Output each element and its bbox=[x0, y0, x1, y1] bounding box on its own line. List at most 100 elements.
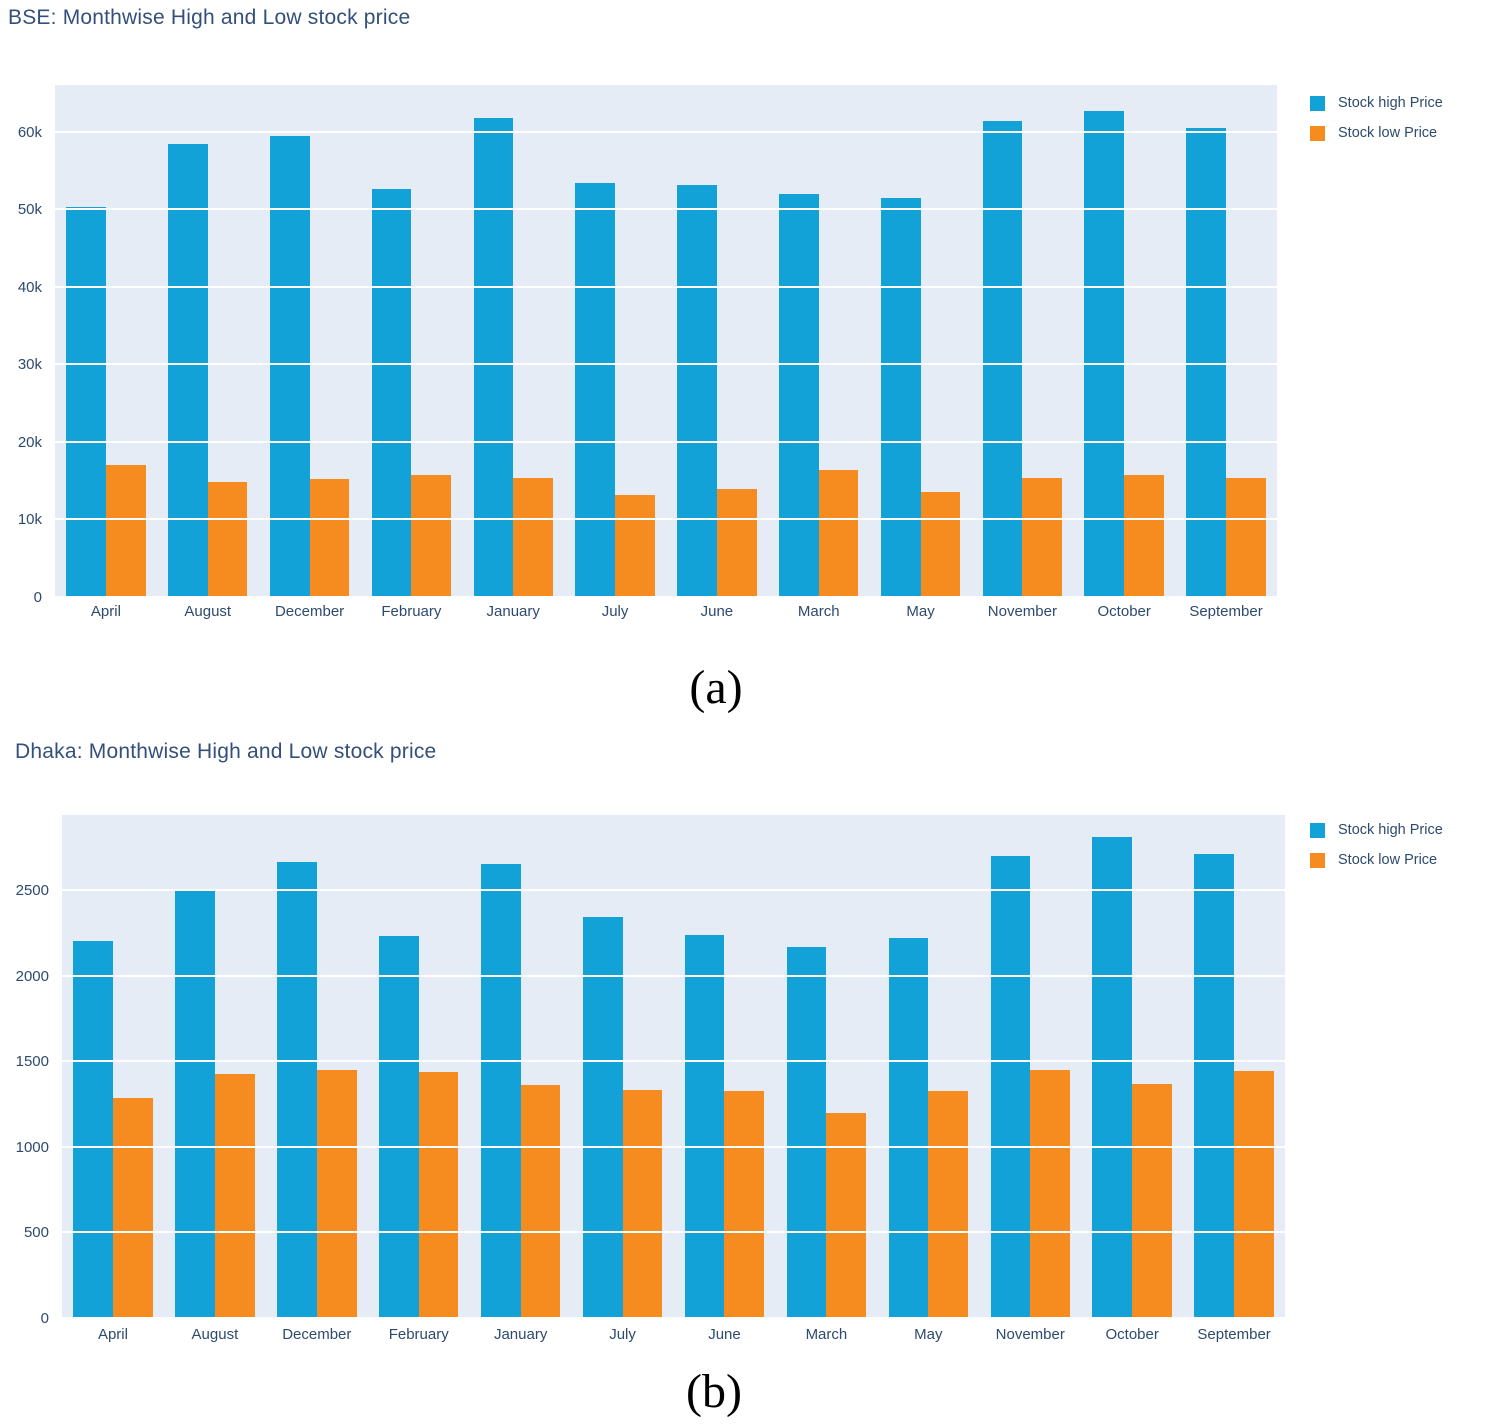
gridline-0 bbox=[55, 596, 1277, 598]
bar-high-april bbox=[66, 206, 106, 597]
bar-low-september bbox=[1234, 1070, 1274, 1318]
bar-group-june bbox=[666, 85, 768, 597]
bar-group-april bbox=[62, 815, 164, 1318]
bar-high-july bbox=[582, 916, 623, 1318]
x-tick-label-august: August bbox=[184, 603, 232, 620]
y-tick-label-10k: 10k bbox=[17, 511, 42, 529]
x-tick-label-january: January bbox=[493, 1326, 548, 1343]
bar-low-january bbox=[520, 1085, 561, 1318]
bar-high-march bbox=[779, 194, 819, 597]
x-tick-label-april: April bbox=[90, 603, 121, 620]
y-tick-label-1000: 1000 bbox=[15, 1138, 49, 1156]
bar-high-june bbox=[677, 185, 717, 597]
gridline-40k bbox=[55, 285, 1277, 288]
bar-group-september bbox=[1183, 815, 1285, 1318]
bar-high-august bbox=[168, 143, 208, 597]
bar-low-july bbox=[622, 1089, 663, 1318]
bar-high-february bbox=[378, 936, 419, 1318]
x-tick-label-february: February bbox=[388, 1326, 449, 1343]
bar-low-march bbox=[818, 469, 859, 597]
chart-a-x-axis: April August December February January July Ju… bbox=[55, 603, 1277, 620]
x-tick-label-march: March bbox=[797, 603, 840, 620]
legend-swatch-square-low-icon bbox=[1310, 125, 1325, 141]
chart-b-title: Dhaka: Monthwise High and Low stock pric… bbox=[15, 740, 437, 763]
x-tick-label-june: June bbox=[700, 603, 734, 620]
y-tick-label-50k: 50k bbox=[17, 201, 42, 219]
bar-high-march bbox=[786, 946, 827, 1318]
bar-group-july bbox=[572, 815, 674, 1318]
bar-low-june bbox=[724, 1091, 765, 1318]
legend-item-low: Stock low Price bbox=[1310, 125, 1503, 141]
gridline-10k bbox=[55, 518, 1277, 521]
x-tick-label-october: October bbox=[1105, 1326, 1159, 1343]
y-tick-label-0: 0 bbox=[33, 589, 42, 606]
x-tick-label-december: December bbox=[282, 1326, 352, 1343]
bar-group-january bbox=[470, 815, 572, 1318]
x-tick-label-february: February bbox=[381, 603, 442, 620]
bar-low-february bbox=[418, 1071, 459, 1318]
bar-high-january bbox=[480, 863, 521, 1318]
gridline-1500 bbox=[62, 1060, 1285, 1063]
x-tick-label-may: May bbox=[906, 603, 935, 620]
bar-high-february bbox=[371, 188, 412, 597]
y-tick-label-20k: 20k bbox=[17, 433, 42, 451]
subfigure-caption-a: (a) bbox=[689, 661, 743, 714]
gridline-1000 bbox=[62, 1145, 1285, 1148]
bar-low-november bbox=[1022, 478, 1063, 597]
bar-high-november bbox=[982, 121, 1023, 597]
bar-group-november bbox=[971, 85, 1073, 597]
x-tick-label-september: September bbox=[1189, 603, 1263, 620]
legend-item-high: Stock high Price bbox=[1310, 822, 1503, 838]
bar-group-august bbox=[157, 85, 259, 597]
y-tick-label-0: 0 bbox=[40, 1310, 49, 1327]
y-tick-label-30k: 30k bbox=[17, 356, 42, 374]
bar-low-april bbox=[112, 1098, 153, 1318]
chart-a-title: BSE: Monthwise High and Low stock price bbox=[8, 6, 411, 29]
x-tick-label-september: September bbox=[1197, 1326, 1271, 1343]
x-tick-label-january: January bbox=[486, 603, 540, 620]
bar-high-april bbox=[73, 940, 113, 1318]
bar-low-may bbox=[920, 492, 961, 597]
bar-group-june bbox=[674, 815, 776, 1318]
chart-b-plot-area bbox=[62, 815, 1285, 1319]
bar-group-february bbox=[368, 815, 470, 1318]
chart-b-legend: Stock high Price Stock low Price bbox=[1310, 822, 1503, 882]
bar-low-september bbox=[1226, 478, 1266, 597]
chart-a-plot-area bbox=[55, 85, 1277, 598]
bar-group-december bbox=[266, 815, 368, 1318]
x-tick-label-march: March bbox=[805, 1326, 848, 1343]
subfigure-caption-b: (b) bbox=[686, 1365, 742, 1418]
y-tick-label-60k: 60k bbox=[17, 123, 42, 141]
gridline-2000 bbox=[62, 974, 1285, 977]
bar-high-july bbox=[575, 182, 616, 597]
y-tick-label-2500: 2500 bbox=[15, 882, 49, 900]
x-tick-label-june: June bbox=[708, 1326, 741, 1343]
gridline-50k bbox=[55, 208, 1277, 211]
y-tick-label-1500: 1500 bbox=[15, 1053, 49, 1071]
chart-a-legend: Stock high Price Stock low Price bbox=[1310, 95, 1503, 155]
bar-high-november bbox=[990, 856, 1031, 1318]
bar-low-november bbox=[1030, 1069, 1070, 1318]
chart-a-y-axis: 0 10k 20k 30k 40k 50k 60k bbox=[0, 85, 48, 606]
x-tick-label-july: July bbox=[601, 603, 629, 620]
bar-high-june bbox=[684, 934, 725, 1318]
bar-high-october bbox=[1092, 837, 1133, 1318]
y-tick-label-40k: 40k bbox=[17, 278, 42, 296]
x-tick-label-december: December bbox=[274, 603, 345, 620]
bar-group-august bbox=[164, 815, 266, 1318]
bar-group-october bbox=[1081, 815, 1183, 1318]
x-tick-label-november: November bbox=[995, 1326, 1065, 1343]
chart-b-x-axis: April August December February January July Ju… bbox=[62, 1326, 1285, 1343]
bar-low-december bbox=[309, 479, 350, 597]
chart-a-bar-groups bbox=[55, 85, 1277, 597]
bar-group-november bbox=[979, 815, 1081, 1318]
gridline-30k bbox=[55, 363, 1277, 366]
bar-low-march bbox=[826, 1112, 867, 1318]
x-tick-label-april: April bbox=[97, 1326, 128, 1343]
bar-high-september bbox=[1194, 853, 1235, 1318]
bar-low-december bbox=[316, 1069, 357, 1318]
legend-item-high: Stock high Price bbox=[1310, 95, 1503, 111]
legend-item-low: Stock low Price bbox=[1310, 852, 1503, 868]
bar-high-january bbox=[473, 117, 514, 597]
gridline-0 bbox=[62, 1317, 1285, 1319]
